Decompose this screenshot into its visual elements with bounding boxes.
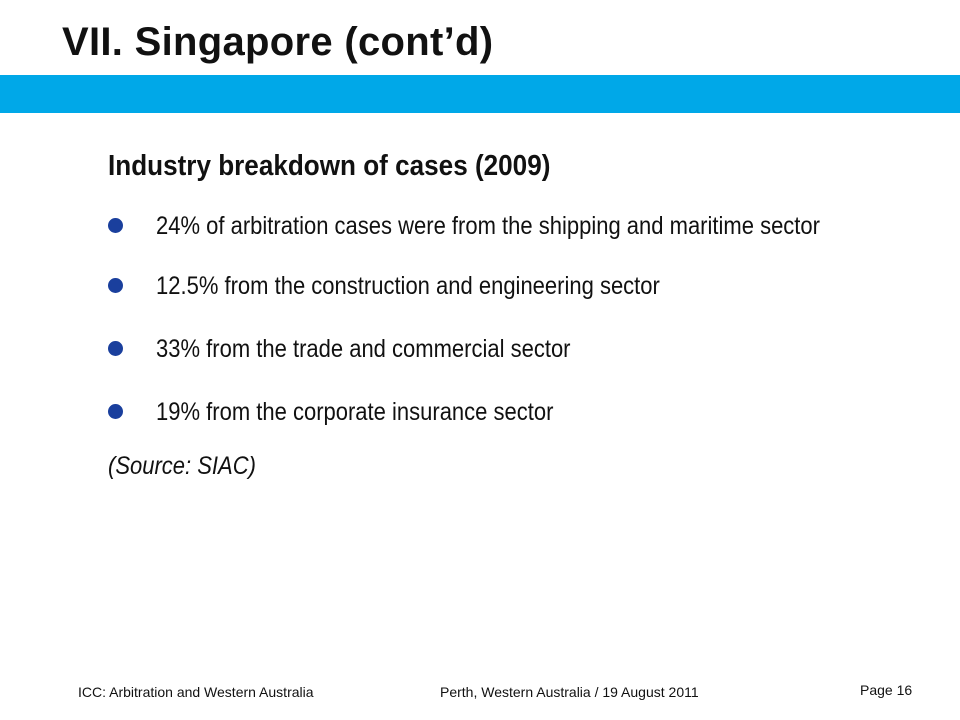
footer-location-date: Perth, Western Australia / 19 August 201… [440, 684, 699, 700]
bullet-item: 33% from the trade and commercial sector [108, 331, 908, 367]
section-subheading: Industry breakdown of cases (2009) [108, 150, 551, 182]
bullet-text: 12.5% from the construction and engineer… [156, 272, 660, 300]
page-number: Page 16 [860, 682, 913, 698]
title-band [0, 75, 960, 113]
bullet-dot-icon [108, 404, 123, 419]
slide-content: Industry breakdown of cases (2009) 24% o… [108, 146, 908, 483]
slide-title: VII. Singapore (cont’d) [62, 20, 494, 64]
bullet-text: 19% from the corporate insurance sector [156, 398, 554, 426]
footer-event-title: ICC: Arbitration and Western Australia [78, 684, 314, 700]
bullet-item: 19% from the corporate insurance sector [108, 394, 908, 430]
bullet-item: 12.5% from the construction and engineer… [108, 268, 908, 304]
bullet-dot-icon [108, 278, 123, 293]
bullet-item: 24% of arbitration cases were from the s… [108, 208, 908, 244]
source-note: (Source: SIAC) [108, 452, 256, 480]
bullet-text: 33% from the trade and commercial sector [156, 335, 571, 363]
bullet-dot-icon [108, 218, 123, 233]
bullet-text: 24% of arbitration cases were from the s… [156, 212, 820, 240]
bullet-dot-icon [108, 341, 123, 356]
bullet-list: 24% of arbitration cases were from the s… [108, 208, 908, 430]
